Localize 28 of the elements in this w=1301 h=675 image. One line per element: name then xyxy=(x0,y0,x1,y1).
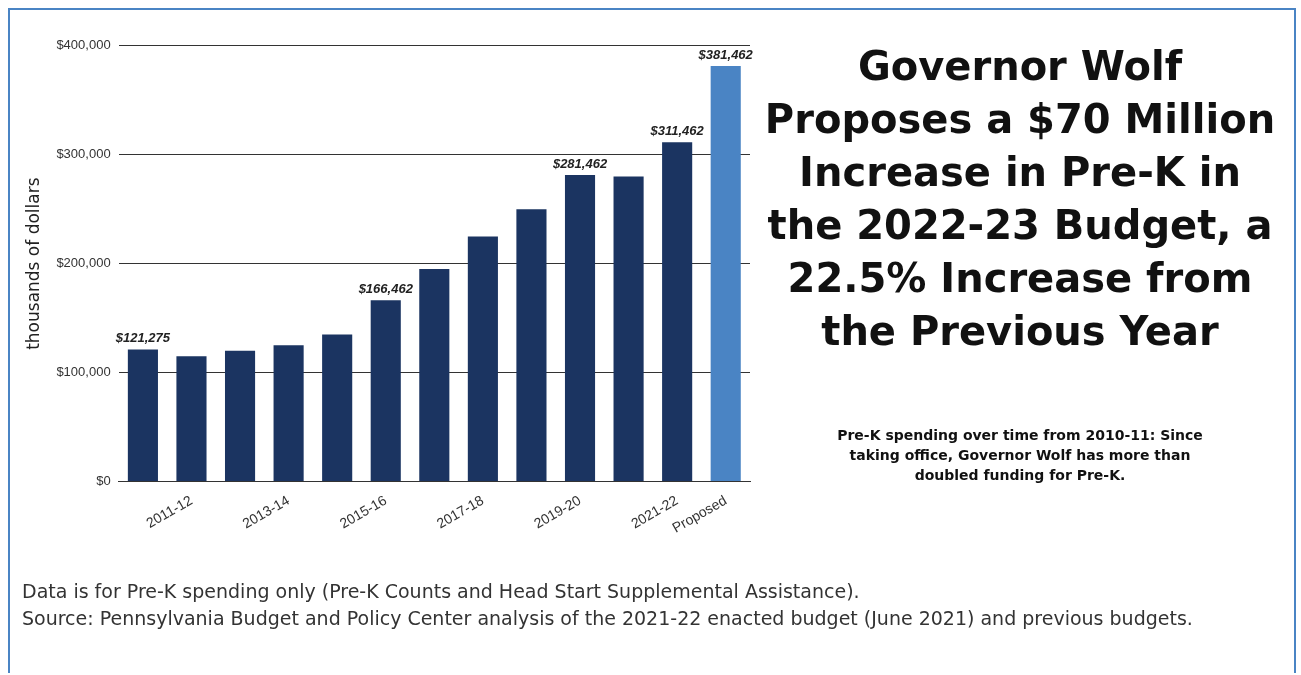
text: Governor Wolf Proposes a $70 Million Increase in Pre-K in the 2022-23 Budget, a 22.5% Increase from the Previous Year xyxy=(763,42,1277,356)
bar xyxy=(516,209,547,481)
text: Pre-K spending over time from 2010-11: Since taking office, Governor Wolf has more than doubled funding for Pre-K. xyxy=(836,426,1204,485)
y-axis-title: thousands of dollars xyxy=(22,177,43,350)
y-tick-label: $0 xyxy=(96,473,111,489)
bar xyxy=(710,65,741,481)
bar xyxy=(370,300,401,481)
text: Data is for Pre-K spending only (Pre-K Counts and Head Start Supplemental Assistance). xyxy=(22,579,861,604)
bar xyxy=(613,176,644,481)
y-tick-label: $400,000 xyxy=(56,37,111,53)
bar xyxy=(127,349,158,481)
bar xyxy=(322,334,353,481)
bar xyxy=(176,356,207,481)
data-label: $381,462 xyxy=(697,47,754,63)
source-note: Source: Pennsylvania Budget and Policy Center analysis of the 2021-22 enacted budget (June 2021) and previous budgets. xyxy=(22,606,1194,631)
bar xyxy=(467,236,498,481)
bar xyxy=(419,269,450,481)
bar xyxy=(273,345,304,481)
data-label: $281,462 xyxy=(551,155,608,171)
bar xyxy=(662,142,693,481)
data-label: $121,275 xyxy=(114,330,171,346)
data-label: $166,462 xyxy=(357,281,414,297)
bar xyxy=(564,174,596,481)
y-tick-label: $300,000 xyxy=(56,146,111,162)
y-tick-label: $100,000 xyxy=(56,364,111,380)
y-tick-label: $200,000 xyxy=(56,255,111,271)
data-label: $311,462 xyxy=(649,123,705,139)
bar xyxy=(224,350,256,481)
